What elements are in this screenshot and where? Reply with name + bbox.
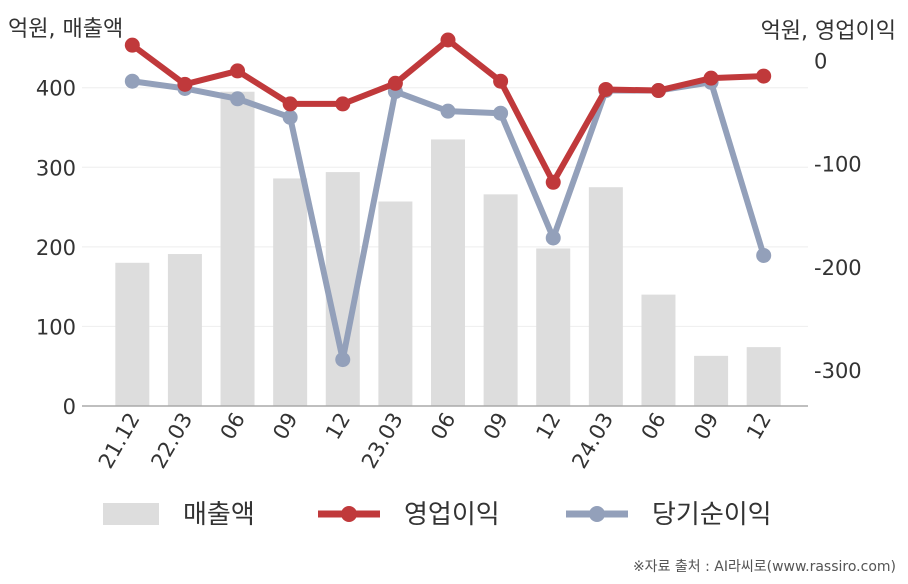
right-tick-label: -300 <box>814 359 862 383</box>
right-axis-unit: 억원, 영업이익 <box>761 19 896 44</box>
bar <box>167 254 202 406</box>
left-tick-label: 100 <box>36 315 76 339</box>
left-tick-label: 200 <box>36 236 76 260</box>
bar <box>273 178 308 406</box>
x-tick-label: 09 <box>479 408 513 443</box>
bar-series <box>115 91 781 406</box>
x-tick-label: 23.03 <box>357 409 408 473</box>
right-tick-label: -100 <box>814 153 862 177</box>
x-tick-label: 06 <box>637 409 671 444</box>
left-axis-unit: 억원, 매출액 <box>8 17 123 42</box>
data-point <box>650 83 666 99</box>
data-point <box>282 96 298 112</box>
x-tick-label: 22.03 <box>146 409 197 473</box>
legend-swatch-revenue <box>103 503 159 525</box>
x-tick-label: 09 <box>268 409 302 444</box>
bar <box>588 187 623 406</box>
data-point <box>545 230 561 246</box>
bar <box>115 262 150 406</box>
data-point <box>230 91 246 107</box>
x-tick-label: 12 <box>531 409 565 444</box>
x-tick-label: 12 <box>321 409 355 444</box>
x-tick-label: 09 <box>689 409 723 444</box>
source-note: ※자료 출처 : AI라씨로(www.rassiro.com) <box>633 559 896 575</box>
left-axis-ticks: 0 100 200 300 400 <box>36 77 76 419</box>
data-point <box>756 68 772 84</box>
line-series <box>124 32 772 368</box>
data-point <box>177 76 193 92</box>
left-tick-label: 0 <box>63 395 76 419</box>
x-tick-label: 21.12 <box>94 409 145 473</box>
data-point <box>545 174 561 190</box>
data-point <box>493 105 509 121</box>
x-axis-ticks: 21.12 22.03 06 09 12 23.03 06 09 12 24.03 06 09 12 <box>94 408 776 472</box>
x-tick-label: 24.03 <box>567 409 618 473</box>
bar <box>641 294 676 406</box>
legend-marker-operating-profit <box>341 506 357 522</box>
bar <box>431 139 465 406</box>
legend: 매출액 영업이익 당기순이익 <box>103 500 772 530</box>
data-point <box>230 63 246 79</box>
x-tick-label: 06 <box>426 409 460 444</box>
x-tick-label: 12 <box>742 409 776 444</box>
data-point <box>282 109 298 125</box>
right-tick-label: 0 <box>814 50 827 74</box>
legend-label-operating-profit: 영업이익 <box>404 500 500 530</box>
data-point <box>335 352 351 368</box>
bar <box>220 91 255 406</box>
right-axis-ticks: 0 -100 -200 -300 <box>814 50 862 383</box>
data-point <box>124 73 140 89</box>
data-point <box>124 37 140 53</box>
data-point <box>598 81 614 97</box>
bar <box>378 201 413 406</box>
bar <box>483 194 518 406</box>
legend-label-revenue: 매출액 <box>183 500 255 530</box>
right-tick-label: -200 <box>814 256 862 280</box>
x-tick-label: 06 <box>216 409 250 444</box>
data-point <box>703 70 719 86</box>
data-point <box>387 75 403 91</box>
left-tick-label: 300 <box>36 156 76 180</box>
bar <box>536 248 571 406</box>
data-point <box>756 247 772 263</box>
bar <box>746 347 781 406</box>
legend-marker-net-income <box>589 506 605 522</box>
data-point <box>493 73 509 89</box>
left-tick-label: 400 <box>36 77 76 101</box>
legend-label-net-income: 당기순이익 <box>652 500 772 530</box>
bar <box>694 355 729 406</box>
data-point <box>440 103 456 119</box>
data-point <box>440 32 456 48</box>
data-point <box>335 96 351 112</box>
